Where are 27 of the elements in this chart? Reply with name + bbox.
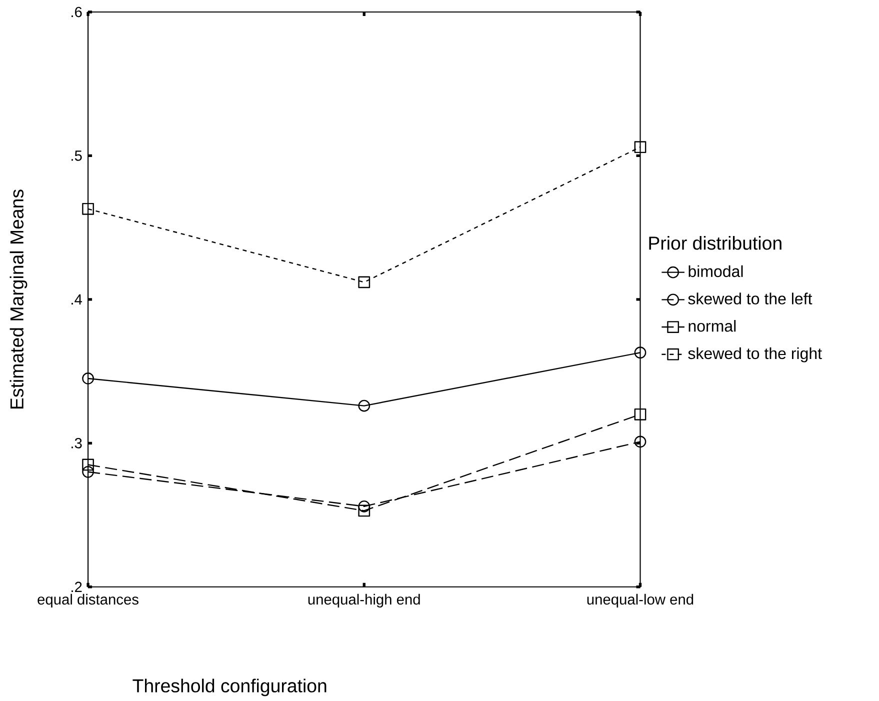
point — [358, 400, 370, 412]
point — [634, 436, 646, 448]
y-axis-title: Estimated Marginal Means — [10, 189, 28, 408]
legend-label: bimodal — [688, 265, 743, 277]
point — [634, 346, 646, 358]
y-tick-label: .3 — [72, 438, 82, 448]
point — [358, 504, 370, 516]
point — [82, 458, 94, 470]
y-tick-label: .5 — [72, 150, 82, 161]
point — [358, 276, 370, 288]
x-tick-label: unequal-high end — [308, 594, 420, 608]
y-tick-label: .2 — [72, 582, 82, 592]
x-axis-title: Threshold configuration — [132, 678, 326, 696]
point — [634, 140, 646, 153]
x-tick-label: equal distances — [38, 594, 138, 608]
legend-label: skewed to the right — [688, 347, 822, 362]
point — [82, 372, 94, 384]
point — [358, 500, 370, 512]
x-tick-label: unequal-low end — [587, 594, 694, 608]
y-tick-label: .4 — [72, 294, 82, 304]
legend-title: Prior distribution — [649, 236, 782, 250]
y-tick-label: .6 — [72, 6, 82, 17]
point — [634, 408, 646, 420]
point — [82, 466, 94, 478]
legend-label: normal — [688, 320, 736, 332]
point — [82, 202, 94, 215]
legend-label: skewed to the left — [688, 292, 812, 304]
